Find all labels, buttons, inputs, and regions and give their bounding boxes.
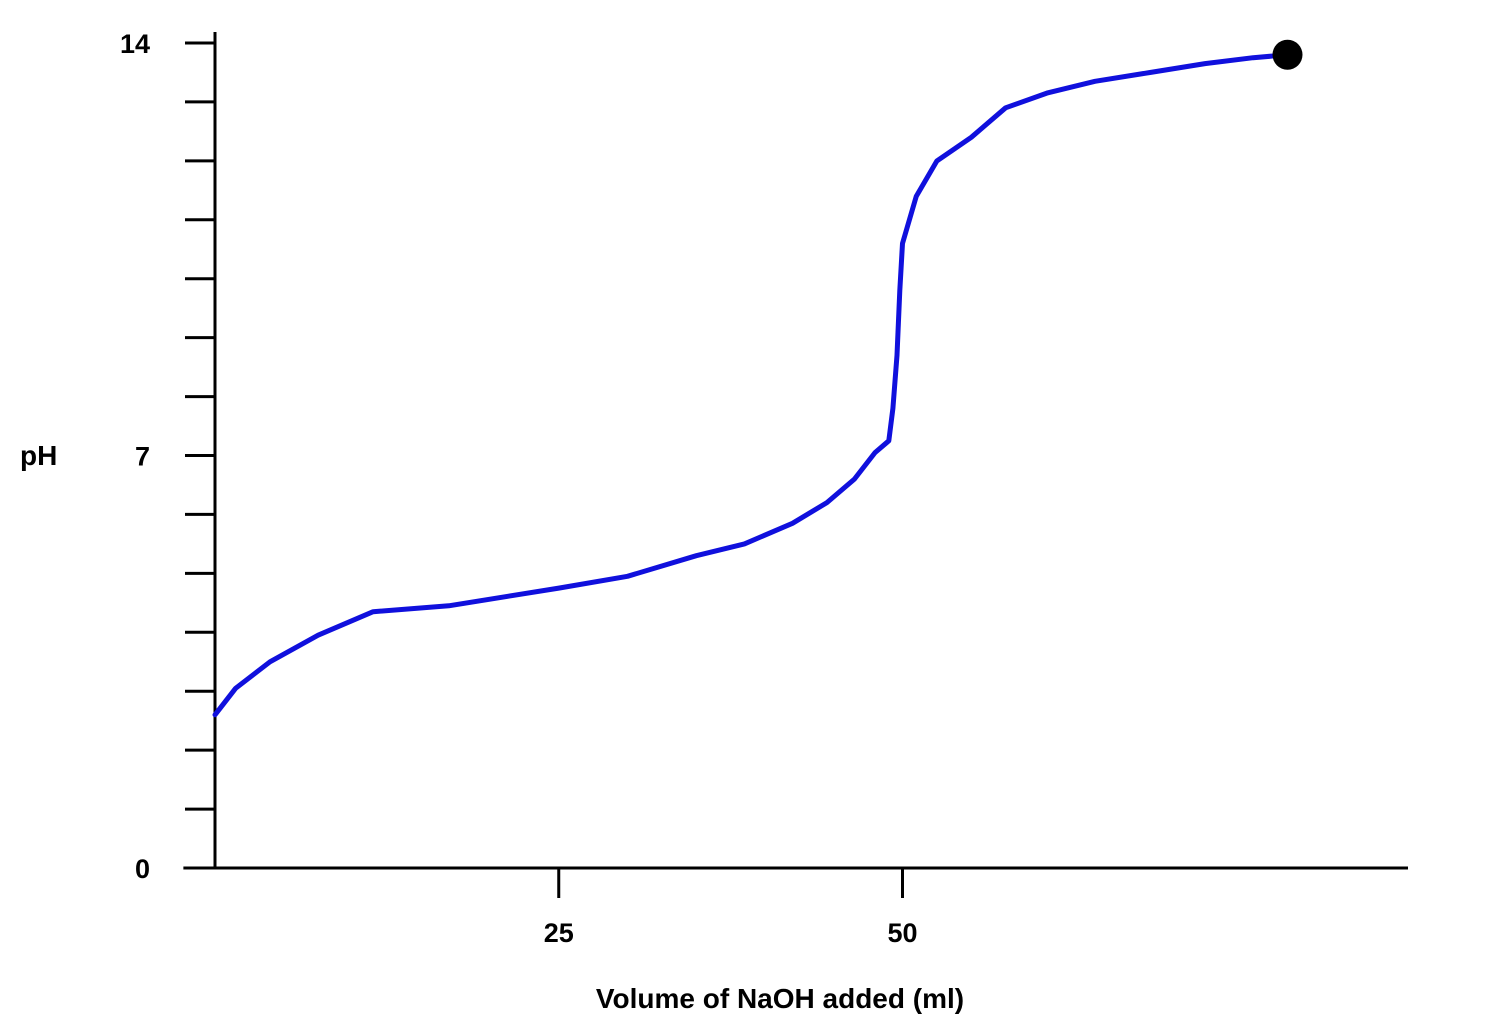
series-line-0 xyxy=(212,52,1290,718)
y-tick-label: 0 xyxy=(135,854,150,884)
x-tick-label: 50 xyxy=(887,918,917,948)
x-tick-label: 25 xyxy=(544,918,574,948)
endpoint-marker xyxy=(1272,39,1303,70)
y-tick-label: 7 xyxy=(135,442,150,472)
y-axis-label: pH xyxy=(20,440,57,471)
series-group xyxy=(212,39,1303,718)
x-axis-ticks: 25 50 xyxy=(544,868,918,948)
x-axis-label: Volume of NaOH added (ml) xyxy=(596,983,964,1014)
y-tick-label: 14 xyxy=(120,29,150,59)
axes xyxy=(183,32,1408,870)
y-axis-ticks: 0 7 14 xyxy=(120,29,215,884)
